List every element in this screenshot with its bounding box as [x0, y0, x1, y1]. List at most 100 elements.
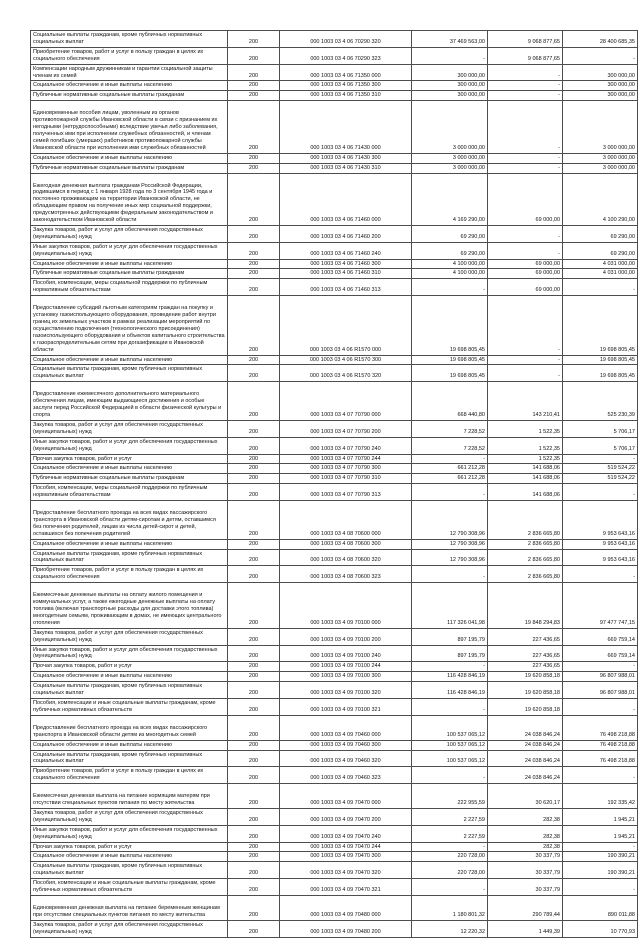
line-code-cell: 200 — [227, 878, 280, 896]
approved-amount-cell: 116 428 846,19 — [411, 671, 488, 683]
approved-amount-cell: - — [411, 661, 488, 673]
executed-amount-cell: 282,38 — [487, 841, 563, 853]
unexecuted-amount-cell: - — [562, 766, 638, 785]
budget-code-cell: 000 1003 03 4 09 70470 320 — [279, 861, 412, 880]
unexecuted-amount-cell: 4 031 000,00 — [562, 258, 638, 270]
table-row: Единовременные пособия лицам, уволенным … — [30, 100, 638, 154]
budget-code-cell: 000 1003 03 4 07 70790 200 — [279, 419, 412, 438]
table-row: Социальные выплаты гражданам, кроме публ… — [30, 30, 638, 48]
approved-amount-cell: 100 537 065,12 — [411, 739, 488, 751]
row-name-cell: Иные закупки товаров, работ и услуг для … — [30, 824, 228, 843]
line-code-cell: 200 — [227, 453, 280, 465]
executed-amount-cell: 69 000,00 — [487, 172, 563, 226]
budget-code-cell: 000 1003 03 4 09 70460 000 — [279, 714, 412, 741]
row-name-cell: Прочая закупка товаров, работ и услуг — [30, 661, 228, 673]
unexecuted-amount-cell: 9 953 643,16 — [562, 538, 638, 550]
executed-amount-cell: 1 522,35 — [487, 453, 563, 465]
line-code-cell: 200 — [227, 697, 280, 716]
line-code-cell: 200 — [227, 841, 280, 853]
line-code-cell: 200 — [227, 661, 280, 673]
executed-amount-cell: - — [487, 100, 563, 154]
unexecuted-amount-cell: 192 335,42 — [562, 783, 638, 809]
unexecuted-amount-cell: 5 706,17 — [562, 436, 638, 455]
approved-amount-cell: 222 955,59 — [411, 783, 488, 809]
line-code-cell: 200 — [227, 46, 280, 65]
row-name-cell: Приобретение товаров, работ и услуг в по… — [30, 46, 228, 65]
unexecuted-amount-cell: 669 759,14 — [562, 627, 638, 646]
row-name-cell: Приобретение товаров, работ и услуг в по… — [30, 766, 228, 785]
table-row: Социальные выплаты гражданам, кроме публ… — [30, 749, 638, 768]
unexecuted-amount-cell: 9 953 643,16 — [562, 500, 638, 540]
table-row: Публичные нормативные социальные выплаты… — [30, 90, 638, 102]
table-row: Публичные нормативные социальные выплаты… — [30, 268, 638, 280]
table-row: Ежемесячная денежная выплата на питание … — [30, 783, 638, 809]
line-code-cell: 200 — [227, 739, 280, 751]
budget-code-cell: 000 1003 03 4 06 70290 320 — [279, 30, 412, 48]
line-code-cell: 200 — [227, 90, 280, 102]
approved-amount-cell: 100 537 065,12 — [411, 749, 488, 768]
unexecuted-amount-cell: 300 000,00 — [562, 80, 638, 92]
table-row: Закупка товаров, работ и услуг для обесп… — [30, 919, 638, 938]
unexecuted-amount-cell: 19 698 805,45 — [562, 295, 638, 356]
table-row: Предоставление бесплатного проезда на вс… — [30, 500, 638, 540]
executed-amount-cell: - — [487, 224, 563, 243]
budget-code-cell: 000 1003 03 4 07 70790 240 — [279, 436, 412, 455]
unexecuted-amount-cell: 69 290,00 — [562, 224, 638, 243]
table-row: Ежегодная денежная выплата гражданам Рос… — [30, 172, 638, 226]
table-row: Социальное обеспечение и иные выплаты на… — [30, 258, 638, 270]
approved-amount-cell: - — [411, 878, 488, 896]
budget-code-cell: 000 1003 03 4 06 71460 000 — [279, 172, 412, 226]
row-name-cell: Предоставление бесплатного проезда на вс… — [30, 500, 228, 540]
executed-amount-cell: - — [487, 354, 563, 366]
table-row: Закупка товаров, работ и услуг для обесп… — [30, 807, 638, 826]
budget-code-cell: 000 1003 03 4 08 70600 320 — [279, 548, 412, 567]
approved-amount-cell: - — [411, 841, 488, 853]
row-name-cell: Пособия, компенсации и иные социальные в… — [30, 697, 228, 716]
line-code-cell: 200 — [227, 354, 280, 366]
approved-amount-cell: - — [411, 453, 488, 465]
approved-amount-cell: - — [411, 697, 488, 716]
budget-code-cell: 000 1003 03 4 09 70100 321 — [279, 697, 412, 716]
row-name-cell: Компенсации народным дружинникам и гаран… — [30, 63, 228, 82]
approved-amount-cell: - — [411, 278, 488, 297]
line-code-cell: 200 — [227, 627, 280, 646]
executed-amount-cell: - — [487, 63, 563, 82]
line-code-cell: 200 — [227, 483, 280, 502]
approved-amount-cell: - — [411, 483, 488, 502]
line-code-cell: 200 — [227, 172, 280, 226]
unexecuted-amount-cell: 669 759,14 — [562, 644, 638, 663]
row-name-cell: Социальное обеспечение и иные выплаты на… — [30, 671, 228, 683]
line-code-cell: 200 — [227, 582, 280, 629]
approved-amount-cell: 661 212,28 — [411, 463, 488, 475]
row-name-cell: Социальное обеспечение и иные выплаты на… — [30, 851, 228, 863]
approved-amount-cell: 300 000,00 — [411, 80, 488, 92]
approved-amount-cell: 69 290,00 — [411, 241, 488, 260]
budget-code-cell: 000 1003 03 4 06 71460 300 — [279, 258, 412, 270]
budget-code-cell: 000 1003 03 4 09 70460 300 — [279, 739, 412, 751]
approved-amount-cell: 7 228,52 — [411, 436, 488, 455]
row-name-cell: Социальные выплаты гражданам, кроме публ… — [30, 681, 228, 699]
unexecuted-amount-cell: 19 698 805,45 — [562, 354, 638, 366]
budget-code-cell: 000 1003 03 4 09 70100 244 — [279, 661, 412, 673]
table-row: Социальное обеспечение и иные выплаты на… — [30, 463, 638, 475]
unexecuted-amount-cell: - — [562, 565, 638, 584]
approved-amount-cell: 4 169 290,00 — [411, 172, 488, 226]
executed-amount-cell: 19 620 858,18 — [487, 697, 563, 716]
line-code-cell: 200 — [227, 824, 280, 843]
budget-code-cell: 000 1003 03 4 09 70100 000 — [279, 582, 412, 629]
table-row: Ежемесячные денежные выплаты на оплату ж… — [30, 582, 638, 629]
line-code-cell: 200 — [227, 895, 280, 921]
unexecuted-amount-cell: 519 524,22 — [562, 473, 638, 485]
line-code-cell: 200 — [227, 30, 280, 48]
executed-amount-cell: 2 836 665,80 — [487, 548, 563, 567]
approved-amount-cell: 661 212,28 — [411, 473, 488, 485]
line-code-cell: 200 — [227, 548, 280, 567]
executed-amount-cell: 227 436,65 — [487, 661, 563, 673]
budget-code-cell: 000 1003 03 4 06 70290 323 — [279, 46, 412, 65]
unexecuted-amount-cell: 1 945,21 — [562, 824, 638, 843]
budget-code-cell: 000 1003 03 4 09 70480 000 — [279, 895, 412, 921]
row-name-cell: Публичные нормативные социальные выплаты… — [30, 268, 228, 280]
line-code-cell: 200 — [227, 224, 280, 243]
row-name-cell: Социальное обеспечение и иные выплаты на… — [30, 739, 228, 751]
executed-amount-cell: 143 210,41 — [487, 381, 563, 421]
